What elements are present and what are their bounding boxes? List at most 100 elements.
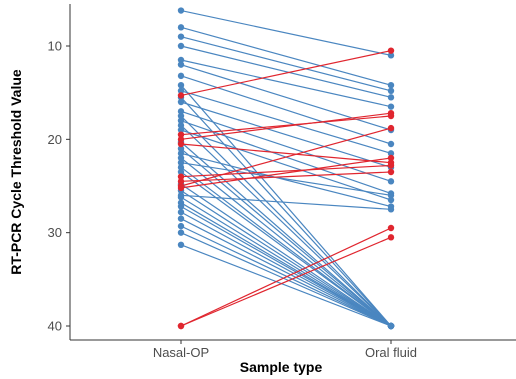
data-point [387,234,395,241]
series-line [180,183,392,327]
series-line [180,64,392,131]
x-tick-label: Nasal-OP [153,345,209,360]
data-point [177,24,185,31]
data-point [177,203,185,210]
x-tick-label: Oral fluid [365,345,417,360]
series-line [180,206,392,327]
series-line [180,59,392,108]
data-point [387,52,395,59]
series-line [180,26,392,86]
data-point [177,222,185,230]
data-point [387,94,395,101]
data-point [177,92,185,99]
data-point [177,108,185,115]
series-line [180,218,392,327]
data-point [177,42,185,50]
data-point [387,47,395,54]
y-tick-label: 20 [48,132,62,147]
data-point [177,168,185,176]
data-point [387,196,395,204]
data-point [177,241,185,248]
series-line [180,236,392,327]
series-line [180,115,392,136]
data-point [177,33,185,40]
data-point [387,154,395,162]
data-point [387,206,395,213]
series-line [180,127,392,187]
data-point [177,194,185,201]
series-line [180,148,392,327]
series-line [180,112,392,140]
series-line [180,162,392,196]
y-tick-label: 10 [48,39,62,54]
series-line [180,101,392,168]
data-point [177,122,185,129]
series-line [180,227,392,327]
data-point [177,184,185,192]
series-line [180,244,392,327]
series-line [180,211,392,327]
y-axis-title: RT-PCR Cycle Threshold Value [8,69,24,275]
data-point [177,159,185,166]
data-point [387,150,395,157]
data-point [387,110,395,117]
data-point [177,178,185,185]
data-point [177,7,185,14]
data-point [177,56,185,64]
series-line [180,36,392,92]
data-point [387,168,395,176]
series-line [180,84,392,327]
series-line [180,232,392,327]
series-line [180,171,392,182]
data-point [177,72,185,80]
y-tick-label: 40 [48,319,62,334]
data-point [387,159,395,166]
series-line [180,9,392,56]
series-line [180,45,392,98]
data-point [177,61,185,68]
series-line [180,196,392,327]
series-line [180,157,392,327]
data-point [177,154,185,162]
data-point [177,87,185,95]
data-point [177,117,185,124]
series-line [180,157,392,189]
data-point [177,208,185,216]
data-point [177,126,185,134]
data-point [177,82,185,89]
series-line [180,141,392,327]
data-point [387,178,395,185]
series-line [180,124,392,327]
series-line [180,115,392,327]
data-point [387,224,395,232]
series-line [180,164,392,178]
data-point [387,82,395,89]
series-line [180,171,392,327]
x-axis-ticks: Nasal-OP Oral fluid [153,340,417,360]
series-line [180,166,392,327]
data-point [177,229,185,236]
y-tick-label: 30 [48,225,62,240]
data-point [177,112,185,120]
data-point [387,192,395,199]
y-axis-ticks: 10 20 30 40 [48,39,70,334]
data-point [387,124,395,132]
series-line [180,75,392,145]
data-point [177,164,185,171]
series-lines [180,9,392,327]
data-point [177,215,185,222]
data-point [387,103,395,110]
data-point [387,322,395,330]
series-line [180,152,392,208]
series-line [180,90,392,154]
series-line [180,50,392,97]
series-line [180,110,392,182]
series-line [180,143,392,164]
data-point [177,145,185,152]
series-points [177,7,395,330]
data-point [177,150,185,157]
x-axis-title: Sample type [240,359,323,375]
series-line [180,190,392,327]
data-point [177,173,185,180]
